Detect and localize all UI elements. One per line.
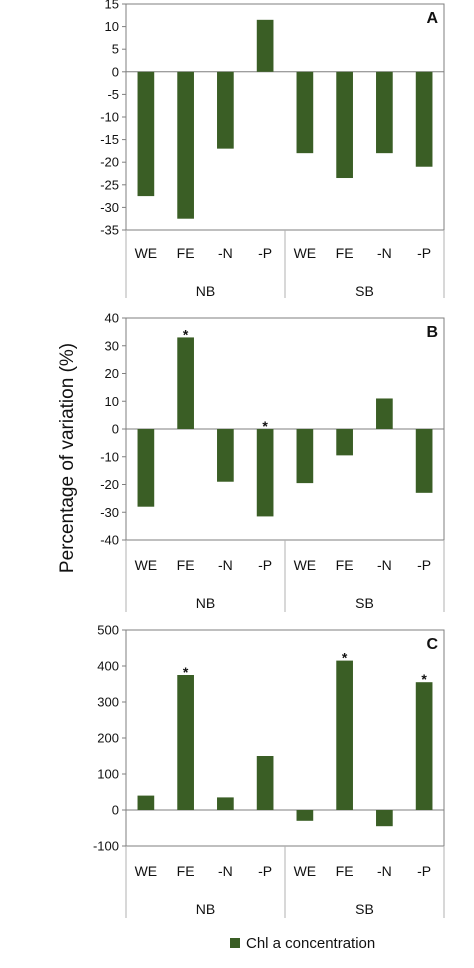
group-label: NB [196, 901, 215, 917]
category-label: -N [377, 245, 392, 261]
y-tick-label: 300 [97, 695, 119, 710]
y-tick-label: 15 [105, 0, 119, 12]
y-tick-label: -30 [100, 200, 119, 215]
category-label: -N [377, 557, 392, 573]
panel-b: 40 30 20 10 0 -10 -20 -30 -40 WE FE * -N -P * WE FE -N -P N… [100, 311, 445, 612]
chart-panels: 15 10 5 0 -5 -10 -15 -20 -25 -30 -35 WE FE -N -P WE FE -N… [93, 0, 445, 918]
y-tick-label: 0 [112, 64, 119, 79]
category-label: -N [377, 863, 392, 879]
bar [415, 682, 433, 810]
bar [137, 795, 155, 810]
y-tick-label: -10 [100, 449, 119, 464]
y-tick-label: -5 [107, 87, 119, 102]
category-label: FE [177, 245, 195, 261]
panel-letter: B [426, 324, 438, 341]
bar [415, 429, 433, 493]
category-label: WE [135, 863, 158, 879]
y-tick-label: 200 [97, 731, 119, 746]
bar [217, 429, 234, 482]
bar [217, 71, 234, 149]
plot-frame [125, 3, 445, 231]
y-tick-label: 30 [105, 338, 119, 353]
category-label: -N [218, 245, 233, 261]
group-label: NB [196, 595, 215, 611]
y-tick-label: -40 [100, 533, 119, 548]
bar [296, 429, 314, 484]
y-tick-label: 0 [112, 422, 119, 437]
bar [376, 398, 393, 429]
bar [256, 19, 274, 72]
bar [336, 71, 353, 179]
significance-marker: * [183, 664, 189, 680]
plot-frame [125, 629, 445, 847]
bar [336, 660, 353, 810]
y-tick-label: 20 [105, 366, 119, 381]
bar [415, 71, 433, 167]
y-tick-label: 0 [112, 803, 119, 818]
y-tick-label: 40 [105, 311, 119, 326]
bar [177, 337, 194, 429]
panel-c: 500 400 300 200 100 0 -100 WE FE * -N -P WE FE * -N -P * N… [93, 623, 445, 918]
bar [376, 810, 393, 827]
bar [256, 429, 274, 517]
y-tick-label: -35 [100, 223, 119, 238]
group-label: SB [355, 595, 374, 611]
panel-letter: C [426, 636, 438, 653]
y-tick-label: -15 [100, 132, 119, 147]
category-label: -P [417, 863, 431, 879]
significance-marker: * [262, 418, 268, 434]
category-label: -P [417, 557, 431, 573]
y-tick-label: 10 [105, 394, 119, 409]
y-tick-label: 5 [112, 42, 119, 57]
group-label: NB [196, 283, 215, 299]
y-tick-label: -10 [100, 110, 119, 125]
category-label: -P [258, 245, 272, 261]
category-label: FE [177, 557, 195, 573]
category-label: WE [135, 245, 158, 261]
category-label: -N [218, 863, 233, 879]
y-tick-label: -30 [100, 505, 119, 520]
y-tick-label: 100 [97, 767, 119, 782]
bar [137, 429, 155, 507]
category-label: WE [294, 863, 317, 879]
category-label: FE [177, 863, 195, 879]
legend-swatch [230, 938, 240, 948]
category-label: FE [336, 245, 354, 261]
significance-marker: * [342, 650, 348, 666]
category-label: FE [336, 557, 354, 573]
y-tick-label: -100 [93, 839, 119, 854]
category-label: -N [218, 557, 233, 573]
category-label: WE [294, 245, 317, 261]
bar [296, 71, 314, 154]
category-label: -P [417, 245, 431, 261]
y-tick-label: 500 [97, 623, 119, 638]
bar [177, 675, 194, 810]
category-label: -P [258, 863, 272, 879]
bar [336, 429, 353, 456]
significance-marker: * [183, 326, 189, 342]
y-tick-label: -20 [100, 155, 119, 170]
legend-label: Chl a concentration [246, 935, 375, 952]
y-tick-label: -20 [100, 477, 119, 492]
y-tick-label: 10 [105, 19, 119, 34]
category-label: WE [294, 557, 317, 573]
category-label: WE [135, 557, 158, 573]
bar [217, 797, 234, 810]
bar [137, 71, 155, 197]
significance-marker: * [421, 671, 427, 687]
panel-a: 15 10 5 0 -5 -10 -15 -20 -25 -30 -35 WE FE -N -P WE FE -N… [100, 0, 445, 299]
bar [376, 71, 393, 154]
panel-letter: A [426, 10, 438, 27]
category-label: FE [336, 863, 354, 879]
y-axis-label: Percentage of variation (%) [57, 343, 78, 573]
bar [177, 71, 194, 219]
y-tick-label: -25 [100, 177, 119, 192]
group-label: SB [355, 901, 374, 917]
group-label: SB [355, 283, 374, 299]
bar [296, 810, 314, 821]
bar [256, 756, 274, 810]
y-tick-label: 400 [97, 659, 119, 674]
category-label: -P [258, 557, 272, 573]
